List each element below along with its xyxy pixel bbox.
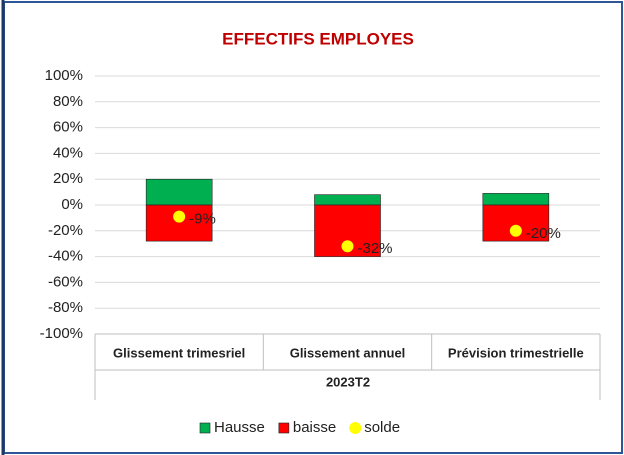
chart-title: EFFECTIFS EMPLOYES (222, 29, 414, 48)
legend-swatch (349, 422, 362, 434)
y-tick-label: 80% (53, 93, 83, 110)
y-tick-label: 40% (53, 144, 83, 161)
legend-swatch (278, 422, 290, 434)
y-tick-label: 60% (53, 119, 83, 136)
y-tick-label: -100% (40, 325, 83, 342)
bar (145, 178, 213, 206)
marker (341, 240, 354, 253)
legend-label: solde (364, 419, 400, 436)
y-tick-label: 0% (61, 196, 83, 213)
y-tick-label: 20% (53, 170, 83, 187)
x-tick-label: Glissement annuel (290, 345, 406, 360)
bar (482, 193, 550, 206)
legend-label: Hausse (214, 419, 265, 436)
marker (173, 210, 186, 223)
y-tick-label: -20% (48, 222, 83, 239)
y-tick-label: -80% (48, 299, 83, 316)
data-label: -20% (526, 225, 561, 242)
legend-label: baisse (293, 419, 336, 436)
marker (509, 224, 522, 237)
x-tick-label: Glissement trimesriel (113, 345, 245, 360)
x-tick-label: Prévision trimestrielle (448, 345, 584, 360)
bar (314, 194, 381, 206)
data-label: -32% (358, 240, 393, 257)
group-label: 2023T2 (326, 374, 370, 389)
y-tick-label: -40% (48, 248, 83, 265)
y-tick-label: -60% (48, 273, 83, 290)
legend-swatch (199, 422, 211, 434)
y-tick-label: 100% (45, 67, 83, 84)
data-label: -9% (189, 211, 216, 228)
